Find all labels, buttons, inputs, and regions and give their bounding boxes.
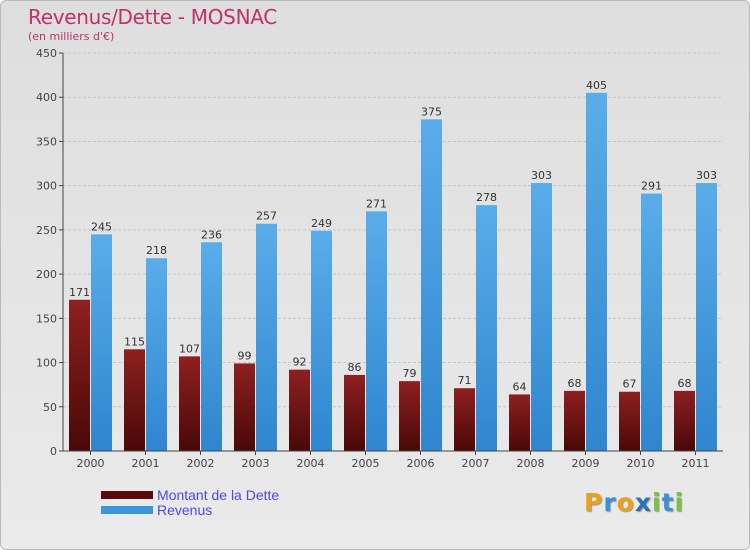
x-tick-label: 2008	[517, 457, 545, 470]
x-tick-label: 2004	[297, 457, 325, 470]
bar-revenus	[311, 230, 332, 451]
data-label: 107	[179, 342, 200, 355]
legend-label-dette: Montant de la Dette	[157, 486, 280, 503]
logo-letter: i	[652, 488, 662, 517]
x-tick-label: 2007	[462, 457, 490, 470]
bar-revenus	[641, 193, 662, 452]
data-label: 218	[146, 244, 167, 257]
bar-revenus	[476, 205, 497, 451]
data-label: 68	[568, 377, 582, 390]
bar-revenus	[201, 242, 222, 451]
x-tick-label: 2001	[132, 457, 160, 470]
data-label: 257	[256, 210, 277, 223]
bar-dette	[399, 381, 420, 451]
y-tick-label: 50	[43, 401, 57, 414]
data-label: 64	[513, 380, 527, 393]
data-label: 303	[696, 169, 717, 182]
legend-swatch-dette	[101, 490, 153, 499]
logo-letter: x	[634, 488, 652, 517]
legend-label-revenus: Revenus	[157, 501, 213, 518]
data-label: 271	[366, 197, 387, 210]
data-label: 245	[91, 220, 112, 233]
chart-subtitle: (en milliers d'€)	[28, 30, 115, 43]
data-label: 67	[623, 378, 637, 391]
y-tick-label: 100	[36, 357, 57, 370]
chart-title: Revenus/Dette - MOSNAC	[28, 5, 277, 29]
bar-dette	[124, 349, 145, 451]
data-label: 99	[238, 349, 252, 362]
data-label: 86	[348, 361, 362, 374]
x-tick-label: 2000	[77, 457, 105, 470]
data-label: 249	[311, 217, 332, 230]
bar-dette	[509, 394, 530, 451]
axes: 0 50 100 150 200 250 300 350 400 450 2000 2001 2002 2…	[36, 47, 723, 470]
y-tick-label: 0	[50, 445, 57, 458]
logo-letter: t	[661, 488, 675, 517]
bar-revenus	[421, 119, 442, 451]
data-label: 291	[641, 180, 662, 193]
data-label: 303	[531, 169, 552, 182]
data-label: 79	[403, 367, 417, 380]
x-tick-label: 2009	[572, 457, 600, 470]
data-label: 236	[201, 228, 222, 241]
bar-dette	[619, 391, 640, 451]
bar-revenus	[91, 234, 112, 451]
data-label: 171	[69, 286, 90, 299]
data-label: 115	[124, 335, 145, 348]
y-tick-label: 150	[36, 312, 57, 325]
bar-dette	[289, 369, 310, 451]
y-tick-label: 400	[36, 91, 57, 104]
logo-letter: o	[616, 488, 635, 517]
bar-revenus	[256, 223, 277, 451]
data-label: 278	[476, 191, 497, 204]
bar-dette	[674, 390, 695, 451]
bar-revenus	[696, 183, 717, 451]
data-label: 92	[293, 356, 307, 369]
bar-revenus	[366, 211, 387, 451]
data-label: 68	[678, 377, 692, 390]
y-tick-label: 350	[36, 135, 57, 148]
y-tick-label: 300	[36, 180, 57, 193]
x-tick-label: 2006	[407, 457, 435, 470]
data-label: 375	[421, 105, 442, 118]
logo-letter: r	[603, 488, 617, 517]
data-label: 405	[586, 79, 607, 92]
data-label: 71	[458, 374, 472, 387]
proxiti-logo: Proxiti	[584, 488, 684, 517]
legend-swatch-revenus	[101, 505, 153, 514]
x-tick-label: 2010	[627, 457, 655, 470]
bar-dette	[179, 356, 200, 451]
bar-dette	[344, 374, 365, 451]
x-tick-label: 2005	[352, 457, 380, 470]
logo-letter: P	[584, 488, 604, 517]
legend-item-dette: Montant de la Dette	[101, 486, 280, 503]
bar-revenus	[146, 258, 167, 451]
logo-letter: i	[674, 488, 685, 517]
legend: Montant de la Dette Revenus	[101, 486, 280, 518]
x-tick-label: 2002	[187, 457, 215, 470]
bar-dette	[564, 390, 585, 451]
legend-item-revenus: Revenus	[101, 501, 279, 518]
x-tick-label: 2011	[682, 457, 710, 470]
bar-revenus	[531, 183, 552, 451]
y-tick-label: 250	[36, 224, 57, 237]
y-tick-label: 200	[36, 268, 57, 281]
bar-dette	[454, 388, 475, 451]
bar-dette	[234, 363, 255, 451]
bars: 171 245 115 218 107 236 99 257 92 249 86 271 79 375 71…	[69, 79, 717, 452]
x-tick-label: 2003	[242, 457, 270, 470]
bar-revenus	[586, 92, 607, 452]
y-tick-label: 450	[36, 47, 57, 60]
bar-dette	[69, 299, 90, 451]
